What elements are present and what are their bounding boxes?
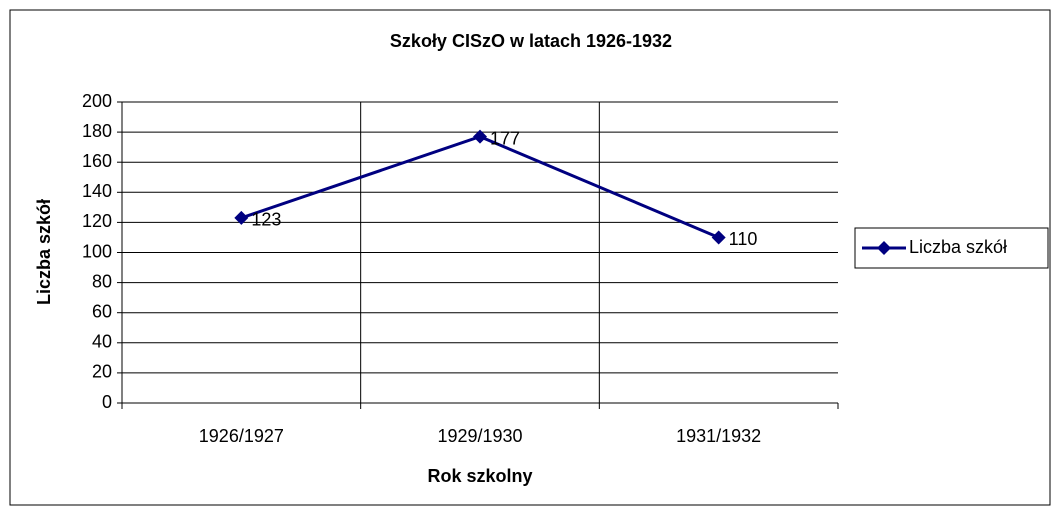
marker xyxy=(711,230,726,245)
legend-marker xyxy=(877,241,891,255)
y-tick-label: 160 xyxy=(82,151,112,171)
chart-title: Szkoły CISzO w latach 1926-1932 xyxy=(390,31,672,51)
x-tick-label: 1931/1932 xyxy=(676,426,761,446)
y-tick-label: 60 xyxy=(92,301,112,321)
legend-label: Liczba szkół xyxy=(909,237,1007,257)
y-tick-label: 200 xyxy=(82,91,112,111)
y-tick-label: 140 xyxy=(82,181,112,201)
y-tick-label: 80 xyxy=(92,271,112,291)
data-label: 177 xyxy=(490,128,520,148)
x-tick-label: 1926/1927 xyxy=(199,426,284,446)
y-tick-label: 120 xyxy=(82,211,112,231)
data-label: 110 xyxy=(729,229,758,249)
y-axis-label: Liczba szkół xyxy=(34,199,54,305)
x-tick-label: 1929/1930 xyxy=(437,426,522,446)
y-tick-label: 180 xyxy=(82,121,112,141)
y-tick-label: 40 xyxy=(92,332,112,352)
x-axis-label: Rok szkolny xyxy=(427,466,532,486)
y-tick-label: 20 xyxy=(92,362,112,382)
marker xyxy=(473,129,487,144)
y-tick-label: 0 xyxy=(102,392,112,412)
y-tick-label: 100 xyxy=(82,241,112,261)
marker xyxy=(234,210,249,225)
data-label: 123 xyxy=(251,210,281,230)
